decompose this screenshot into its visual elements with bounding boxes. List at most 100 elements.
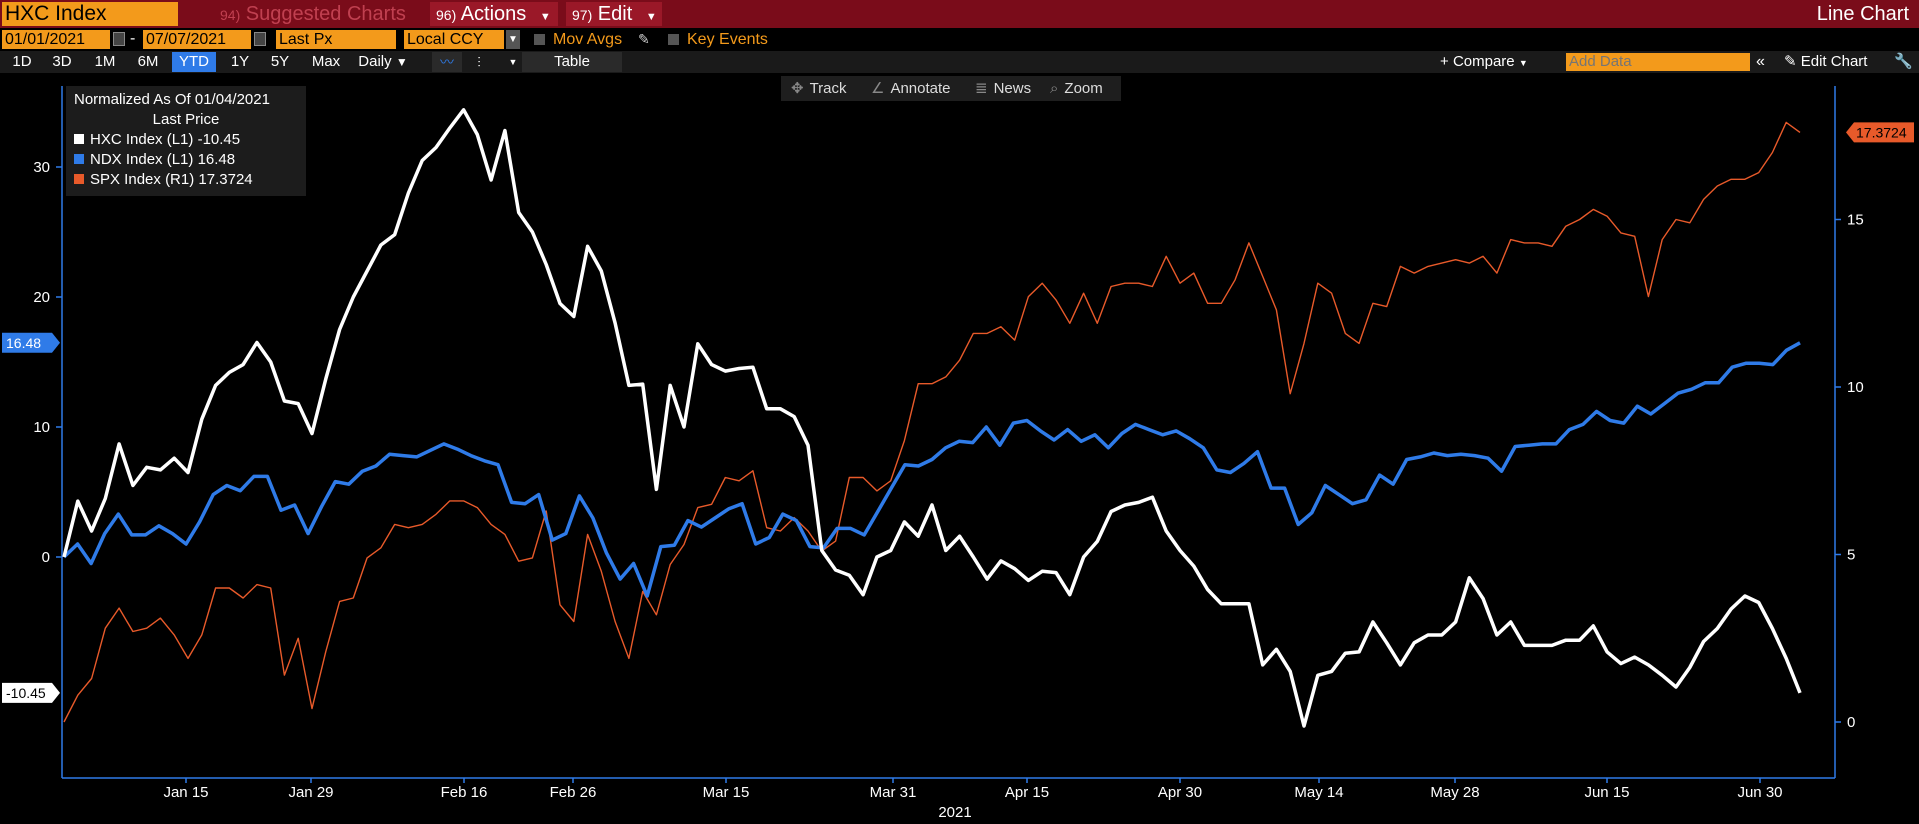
plus-icon: +: [1440, 53, 1449, 70]
menu-label: Suggested Charts: [245, 3, 406, 25]
pencil-icon[interactable]: ✎: [638, 31, 650, 47]
right-tick-label: 5: [1847, 547, 1855, 564]
menu-number: 96): [436, 7, 457, 23]
caret-down-icon: ▼: [539, 11, 551, 23]
left-tick-label: 10: [33, 419, 50, 436]
range-ytd-button[interactable]: YTD: [172, 52, 216, 72]
calendar-icon[interactable]: [113, 32, 125, 46]
series-line-hxc[interactable]: [62, 108, 1802, 728]
news-button[interactable]: ≣ News: [975, 76, 1031, 101]
start-date-field[interactable]: 01/01/2021: [2, 30, 110, 49]
annotate-icon: ∠: [871, 80, 885, 97]
collapse-icon[interactable]: «: [1756, 53, 1765, 70]
swatch-icon: [74, 174, 84, 184]
value-tags: 16.48 -10.45 17.3724: [2, 122, 1914, 703]
range-6m-button[interactable]: 6M: [137, 53, 159, 70]
legend-title: Normalized As Of 01/04/2021: [74, 91, 270, 108]
chevron-down-icon[interactable]: ▼: [506, 30, 520, 49]
frequency-select[interactable]: Daily ▼: [354, 52, 412, 72]
chart-tools: ✥ Track ∠ Annotate ≣ News ⌕ Zoom: [781, 76, 1121, 101]
series-line-ndx[interactable]: [62, 341, 1801, 598]
x-tick-label: Feb 16: [441, 784, 488, 801]
calendar-icon[interactable]: [254, 32, 266, 46]
legend-entry-hxc[interactable]: HXC Index (L1) -10.45: [74, 130, 298, 150]
left-tick-label: 20: [33, 289, 50, 306]
series-layer: [62, 108, 1802, 728]
series-line-spx[interactable]: [63, 121, 1801, 723]
ticker-input[interactable]: [2, 2, 178, 26]
x-tick-label: Jun 30: [1737, 784, 1782, 801]
actions-menu-button[interactable]: 96) Actions ▼: [430, 2, 558, 26]
hxc-last-value-tag-bg: [2, 682, 60, 703]
annotate-button[interactable]: ∠ Annotate: [871, 76, 951, 101]
key-events-checkbox[interactable]: [668, 34, 679, 45]
news-icon: ≣: [975, 80, 988, 97]
axes: 0 10 20 30 0 5 10 15 Jan 15 Jan 29 Feb 16 Feb 26 Mar…: [33, 86, 1864, 821]
menu-number: 94): [220, 7, 241, 23]
key-events-label[interactable]: Key Events: [687, 31, 768, 48]
track-icon: ✥: [791, 80, 804, 97]
range-5y-button[interactable]: 5Y: [270, 53, 290, 70]
legend-entry-ndx[interactable]: NDX Index (L1) 16.48: [74, 150, 298, 170]
chart-type-title: Line Chart: [1816, 3, 1909, 25]
left-tick-label: 0: [42, 549, 50, 566]
x-tick-label: Jan 15: [163, 784, 208, 801]
legend-name: NDX Index: [90, 151, 163, 168]
right-tick-label: 15: [1847, 212, 1864, 229]
compare-button[interactable]: + Compare ▼: [1440, 52, 1528, 72]
caret-down-icon: ▼: [1518, 58, 1528, 68]
legend-name: SPX Index: [90, 171, 161, 188]
mov-avgs-label[interactable]: Mov Avgs: [553, 31, 623, 48]
wrench-icon[interactable]: 🔧: [1894, 53, 1913, 70]
frequency-label: Daily: [358, 53, 392, 70]
x-tick-label: Jun 15: [1584, 784, 1629, 801]
caret-down-icon[interactable]: ▼: [508, 57, 518, 67]
x-tick-label: Apr 30: [1158, 784, 1202, 801]
x-tick-label: Apr 15: [1005, 784, 1049, 801]
swatch-icon: [74, 134, 84, 144]
right-tick-label: 0: [1847, 714, 1855, 731]
end-date-field[interactable]: 07/07/2021: [143, 30, 251, 49]
menu-number: 97): [572, 7, 593, 23]
title-bar: 94) Suggested Charts 96) Actions ▼ 97) E…: [0, 0, 1919, 28]
field-select[interactable]: Last Px: [276, 30, 396, 49]
legend-value: 17.3724: [198, 171, 253, 188]
menu-label: Actions: [460, 3, 527, 25]
ndx-last-value-tag-bg: [2, 332, 60, 353]
legend-entry-spx[interactable]: SPX Index (R1) 17.3724: [74, 170, 298, 190]
legend-name: HXC Index: [90, 131, 163, 148]
mov-avgs-checkbox[interactable]: [534, 34, 545, 45]
range-3d-button[interactable]: 3D: [52, 53, 72, 70]
date-separator: -: [130, 30, 136, 47]
range-1d-button[interactable]: 1D: [12, 53, 32, 70]
zoom-button[interactable]: ⌕ Zoom: [1050, 76, 1103, 101]
legend-axis: (L1): [166, 131, 194, 148]
table-button[interactable]: Table: [522, 52, 622, 72]
legend-axis: (R1): [165, 171, 195, 188]
annotate-label: Annotate: [890, 80, 951, 97]
edit-menu-button[interactable]: 97) Edit ▼: [566, 2, 662, 26]
range-1y-button[interactable]: 1Y: [230, 53, 250, 70]
range-max-button[interactable]: Max: [311, 53, 341, 70]
candlestick-icon[interactable]: ⫶: [477, 54, 481, 70]
legend-value: -10.45: [197, 131, 241, 148]
edit-chart-button[interactable]: ✎ Edit Chart: [1784, 52, 1867, 72]
range-toolbar: 1D 3D 1M 6M YTD 1Y 5Y Max Daily ▼ 〰 ⫶ ▼ …: [0, 51, 1919, 73]
line-chart-icon[interactable]: 〰: [432, 52, 462, 72]
range-1m-button[interactable]: 1M: [94, 53, 116, 70]
track-button[interactable]: ✥ Track: [791, 76, 847, 101]
chart-legend: Normalized As Of 01/04/2021 Last Price H…: [66, 86, 306, 196]
x-tick-label: Jan 29: [288, 784, 333, 801]
add-data-input[interactable]: [1566, 53, 1750, 71]
spx-last-value-tag: 17.3724: [1856, 124, 1907, 140]
pencil-icon: ✎: [1784, 53, 1797, 70]
zoom-label: Zoom: [1064, 80, 1103, 97]
edit-chart-label: Edit Chart: [1800, 53, 1868, 70]
legend-value: 16.48: [197, 151, 236, 168]
legend-subtitle: Last Price: [152, 111, 220, 128]
suggested-charts-button[interactable]: 94) Suggested Charts: [214, 2, 422, 26]
left-tick-label: 30: [33, 159, 50, 176]
currency-select[interactable]: Local CCY: [404, 30, 504, 49]
caret-down-icon: ▼: [645, 11, 657, 23]
